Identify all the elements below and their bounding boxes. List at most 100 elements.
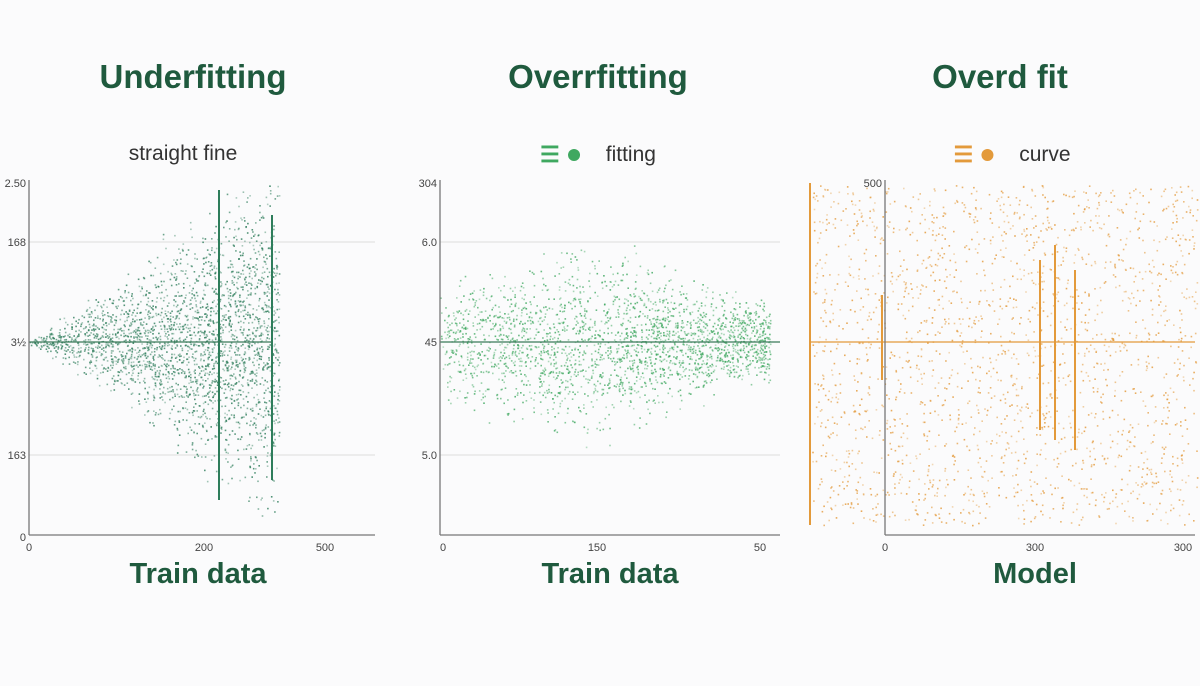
scatter-point — [696, 376, 699, 379]
scatter-point — [654, 301, 657, 304]
scatter-point — [701, 333, 704, 336]
scatter-point — [100, 353, 103, 355]
scatter-point — [191, 297, 193, 299]
scatter-point — [230, 347, 233, 349]
scatter-point — [621, 324, 623, 327]
scatter-point — [514, 294, 516, 296]
scatter-point — [613, 369, 616, 371]
scatter-point — [474, 390, 476, 393]
scatter-point — [742, 345, 745, 347]
scatter-point — [251, 476, 253, 478]
scatter-point — [476, 353, 479, 355]
scatter-point — [266, 455, 269, 457]
scatter-point — [588, 379, 591, 381]
scatter-point — [119, 378, 122, 380]
scatter-point — [564, 330, 566, 332]
scatter-point — [131, 348, 134, 351]
scatter-point — [653, 325, 655, 328]
scatter-point — [571, 366, 574, 369]
scatter-point — [659, 368, 662, 370]
scatter-point — [256, 393, 258, 396]
scatter-point — [153, 359, 155, 361]
scatter-point — [482, 362, 485, 365]
scatter-point — [187, 432, 189, 435]
scatter-point — [71, 349, 73, 351]
scatter-point — [679, 315, 681, 317]
scatter-point — [237, 350, 239, 352]
scatter-point — [606, 317, 609, 319]
scatter-point — [721, 339, 724, 342]
scatter-point — [41, 346, 43, 348]
scatter-point — [172, 367, 175, 370]
scatter-point — [77, 373, 79, 376]
scatter-point — [253, 350, 256, 352]
scatter-point — [73, 316, 75, 319]
scatter-point — [188, 371, 191, 374]
scatter-point — [273, 420, 275, 422]
scatter-point — [740, 349, 742, 352]
scatter-point — [614, 296, 617, 299]
scatter-point — [548, 388, 550, 391]
scatter-point — [754, 356, 757, 359]
scatter-point — [570, 383, 573, 385]
scatter-point — [631, 344, 634, 347]
scatter-point — [622, 317, 625, 320]
scatter-point — [233, 338, 236, 341]
scatter-point — [737, 352, 739, 355]
scatter-point — [587, 300, 589, 302]
scatter-point — [635, 274, 638, 276]
scatter-point — [190, 340, 192, 342]
scatter-point — [581, 326, 584, 328]
scatter-point — [698, 342, 700, 344]
scatter-point — [202, 387, 204, 389]
scatter-point — [500, 397, 502, 400]
scatter-point — [609, 386, 611, 389]
scatter-point — [242, 332, 244, 334]
scatter-point — [492, 357, 495, 359]
scatter-point — [45, 341, 48, 344]
scatter-point — [118, 298, 120, 301]
scatter-point — [262, 307, 264, 309]
scatter-point — [504, 375, 506, 378]
scatter-point — [748, 324, 750, 327]
scatter-point — [214, 436, 217, 438]
scatter-point — [449, 375, 451, 378]
scatter-point — [498, 357, 501, 359]
scatter-point — [170, 284, 173, 287]
scatter-point — [173, 424, 176, 426]
scatter-point — [242, 304, 244, 307]
scatter-point — [644, 381, 646, 384]
scatter-point — [173, 299, 175, 301]
scatter-point — [624, 389, 626, 392]
scatter-point — [234, 359, 237, 362]
scatter-point — [624, 298, 626, 300]
scatter-point — [745, 310, 747, 312]
scatter-point — [141, 354, 144, 356]
scatter-point — [207, 261, 210, 263]
scatter-point — [556, 329, 558, 331]
scatter-point — [571, 398, 574, 400]
scatter-point — [637, 373, 640, 375]
scatter-point — [143, 347, 146, 349]
scatter-point — [195, 291, 198, 294]
scatter-point — [470, 354, 472, 357]
scatter-point — [178, 338, 181, 340]
scatter-point — [472, 358, 474, 360]
scatter-point — [704, 327, 707, 329]
scatter-point — [742, 362, 744, 365]
scatter-point — [200, 370, 203, 372]
scatter-point — [628, 405, 631, 407]
scatter-point — [489, 348, 491, 350]
scatter-point — [570, 375, 572, 378]
scatter-point — [251, 321, 254, 324]
scatter-point — [263, 446, 265, 448]
scatter-point — [180, 258, 182, 260]
scatter-point — [278, 431, 281, 434]
scatter-point — [718, 317, 721, 320]
scatter-point — [50, 333, 52, 336]
scatter-point — [702, 360, 704, 362]
scatter-point — [230, 305, 232, 308]
scatter-point — [606, 312, 608, 315]
scatter-point — [266, 327, 268, 329]
scatter-point — [662, 352, 665, 354]
